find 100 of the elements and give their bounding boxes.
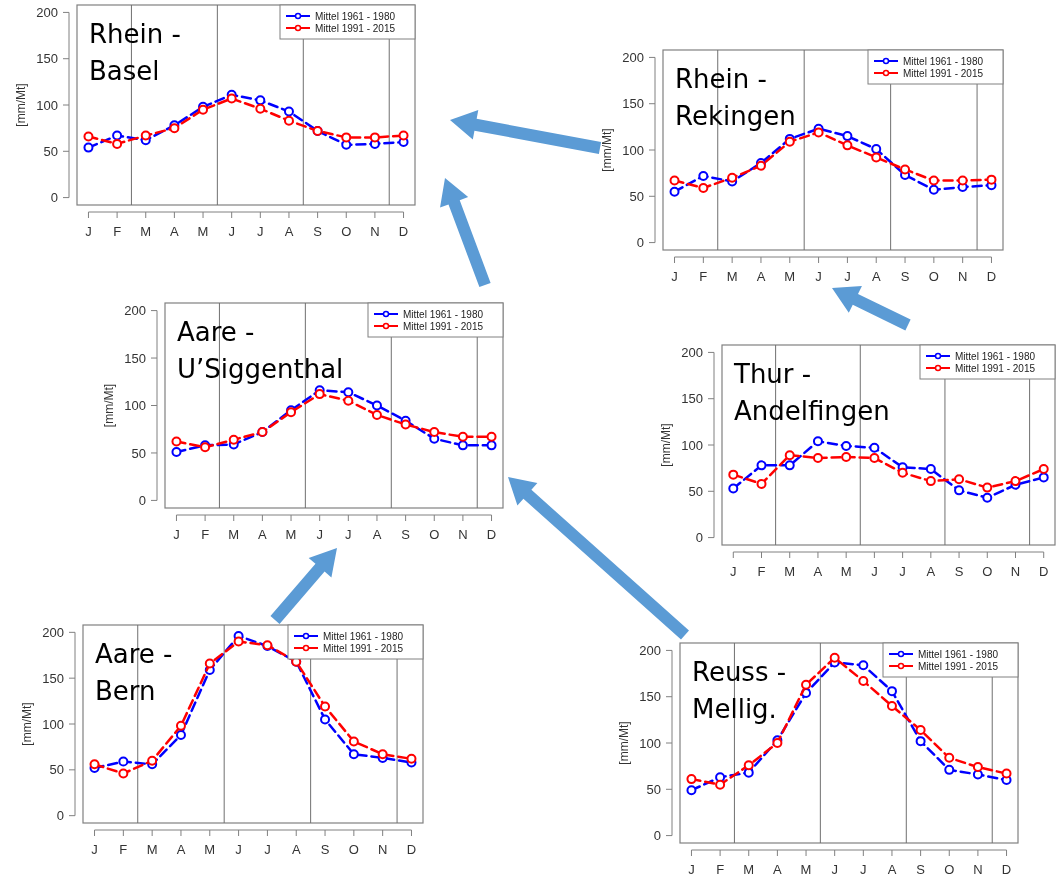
y-tick-label: 200 [36, 4, 58, 20]
x-tick-label: A [887, 862, 897, 877]
x-tick-label: J [85, 224, 92, 239]
x-tick-label: A [291, 842, 301, 857]
x-tick-label: A [284, 224, 294, 239]
legend-label: Mittel 1961 - 1980 [918, 648, 999, 660]
x-tick-label: M [228, 527, 240, 542]
x-tick-label: S [900, 269, 910, 284]
legend-label: Mittel 1991 - 2015 [903, 67, 984, 79]
y-axis-title: [mm/Mt] [20, 702, 34, 746]
x-tick-label: J [91, 842, 98, 857]
y-tick-label: 100 [639, 735, 661, 751]
y-tick-label: 0 [50, 190, 58, 206]
y-tick-label: 150 [42, 670, 64, 686]
text: Rhein - Rekingen [675, 64, 796, 131]
x-tick-label: J [730, 564, 737, 579]
y-tick-label: 150 [639, 689, 661, 705]
legend-label: Mittel 1961 - 1980 [323, 630, 404, 642]
x-tick-label: A [170, 224, 180, 239]
x-tick-label: J [899, 564, 906, 579]
legend-label: Mittel 1961 - 1980 [955, 350, 1036, 362]
x-tick-label: O [341, 224, 352, 239]
legend-label: Mittel 1961 - 1980 [403, 308, 484, 320]
x-tick-label: D [406, 842, 417, 857]
x-tick-label: F [699, 269, 708, 284]
x-tick-label: S [954, 564, 964, 579]
y-tick-label: 100 [42, 716, 64, 732]
y-tick-label: 100 [124, 398, 146, 414]
x-tick-label: O [982, 564, 993, 579]
y-axis-title: [mm/Mt] [600, 128, 614, 172]
x-tick-label: M [800, 862, 812, 877]
legend-label: Mittel 1991 - 2015 [403, 320, 484, 332]
x-tick-label: J [688, 862, 695, 877]
y-tick-label: 50 [49, 762, 64, 778]
x-tick-label: M [146, 842, 158, 857]
y-tick-label: 50 [646, 781, 661, 797]
y-axis-title: [mm/Mt] [659, 423, 673, 467]
legend-label: Mittel 1961 - 1980 [903, 55, 984, 67]
x-tick-label: M [140, 224, 152, 239]
x-tick-label: J [228, 224, 235, 239]
y-axis-title: [mm/Mt] [14, 83, 28, 127]
x-tick-label: N [458, 527, 468, 542]
legend-label: Mittel 1991 - 2015 [918, 660, 999, 672]
x-tick-label: J [871, 564, 878, 579]
x-tick-label: J [860, 862, 867, 877]
legend-label: Mittel 1961 - 1980 [315, 10, 396, 22]
x-tick-label: J [316, 527, 323, 542]
x-tick-label: N [377, 842, 388, 857]
x-tick-label: F [757, 564, 766, 579]
y-tick-label: 200 [622, 49, 644, 65]
x-tick-label: M [840, 564, 852, 579]
x-tick-label: M [784, 564, 796, 579]
x-tick-label: S [320, 842, 330, 857]
x-tick-label: A [176, 842, 186, 857]
y-tick-label: 0 [653, 828, 661, 844]
y-tick-label: 100 [36, 97, 58, 113]
y-axis-title: [mm/Mt] [617, 721, 631, 765]
text: Aare - Bern [95, 639, 173, 706]
x-tick-label: O [348, 842, 359, 857]
y-tick-label: 50 [629, 188, 644, 204]
text: Aare - U’Siggenthal [177, 317, 344, 384]
y-tick-label: 200 [639, 642, 661, 658]
y-tick-label: 100 [622, 142, 644, 158]
x-tick-label: M [197, 224, 209, 239]
x-tick-label: J [345, 527, 352, 542]
y-tick-label: 0 [56, 808, 64, 824]
x-tick-label: N [1010, 564, 1021, 579]
y-tick-label: 0 [138, 492, 146, 508]
y-tick-label: 150 [622, 96, 644, 112]
y-tick-label: 150 [36, 51, 58, 67]
x-tick-label: J [815, 269, 822, 284]
text: Reuss - Mellig. [692, 657, 787, 724]
x-tick-label: D [398, 224, 409, 239]
x-tick-label: A [926, 564, 936, 579]
x-tick-label: F [113, 224, 122, 239]
x-tick-label: J [264, 842, 271, 857]
x-tick-label: J [671, 269, 678, 284]
y-tick-label: 50 [43, 143, 58, 159]
x-tick-label: F [119, 842, 128, 857]
x-tick-label: A [258, 527, 268, 542]
x-tick-label: A [813, 564, 823, 579]
x-tick-label: N [973, 862, 983, 877]
x-tick-label: N [370, 224, 380, 239]
x-tick-label: S [401, 527, 411, 542]
x-tick-label: J [831, 862, 838, 877]
x-tick-label: J [235, 842, 242, 857]
y-tick-label: 0 [636, 235, 644, 251]
text: Rhein - Basel [89, 19, 181, 86]
legend-label: Mittel 1991 - 2015 [323, 642, 404, 654]
x-tick-label: A [773, 862, 783, 877]
x-tick-label: O [944, 862, 955, 877]
x-tick-label: F [716, 862, 725, 877]
x-tick-label: F [201, 527, 210, 542]
x-tick-label: J [257, 224, 264, 239]
y-tick-label: 200 [42, 624, 64, 640]
y-tick-label: 100 [681, 437, 703, 453]
text: Thur - Andelfingen [733, 359, 890, 426]
x-tick-label: S [313, 224, 323, 239]
x-tick-label: A [756, 269, 766, 284]
y-axis-title: [mm/Mt] [102, 383, 116, 428]
